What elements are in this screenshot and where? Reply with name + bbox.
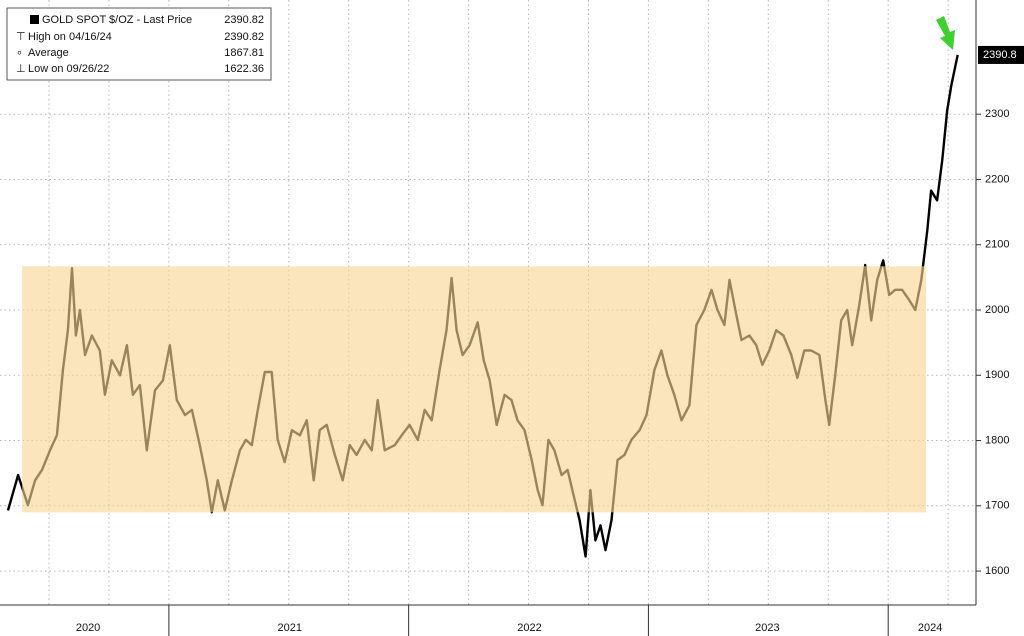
legend-label: High on 04/16/24: [28, 31, 112, 43]
y-tick-label: 1800: [985, 434, 1009, 446]
plot: [6, 54, 959, 558]
x-tick-label: 2020: [76, 622, 100, 634]
x-tick-label: 2024: [918, 622, 942, 634]
legend-swatch: [30, 15, 39, 24]
y-tick-label: 1600: [985, 565, 1009, 577]
last-price-label: 2390.8: [983, 49, 1017, 61]
x-tick-label: 2023: [755, 622, 779, 634]
axes: 1600 1700 1800 1900 2000 2100 2200 2300 2020 2021…: [76, 45, 1024, 636]
y-tick-label: 2200: [985, 173, 1009, 185]
y-tick-label: 2000: [985, 304, 1009, 316]
y-tick-label: 1700: [985, 500, 1009, 512]
legend-icon: ⊥: [16, 63, 26, 75]
legend-box: [6, 7, 272, 81]
legend-value: 1867.81: [224, 47, 264, 59]
arrow: [936, 16, 955, 50]
legend-value: 2390.82: [224, 31, 264, 43]
legend-label: Average: [28, 47, 69, 59]
legend-value: 2390.82: [224, 14, 264, 26]
y-tick-label: 1900: [985, 369, 1009, 381]
y-tick-label: 2300: [985, 108, 1009, 120]
legend-icon: ∘: [16, 47, 23, 59]
legend-label: Low on 09/26/22: [28, 63, 109, 75]
range-band: [22, 266, 927, 513]
legend-label: GOLD SPOT $/OZ - Last Price: [42, 14, 192, 26]
legend-value: 1622.36: [224, 63, 264, 75]
legend: ⊤ ∘ ⊥ GOLD SPOT $/OZ - Last Price 2390.8…: [6, 7, 272, 81]
last-price-tag: [978, 45, 1024, 64]
x-tick-label: 2021: [277, 622, 301, 634]
x-tick-label: 2022: [517, 622, 541, 634]
legend-icon: ⊤: [16, 31, 26, 43]
y-tick-label: 2100: [985, 239, 1009, 251]
